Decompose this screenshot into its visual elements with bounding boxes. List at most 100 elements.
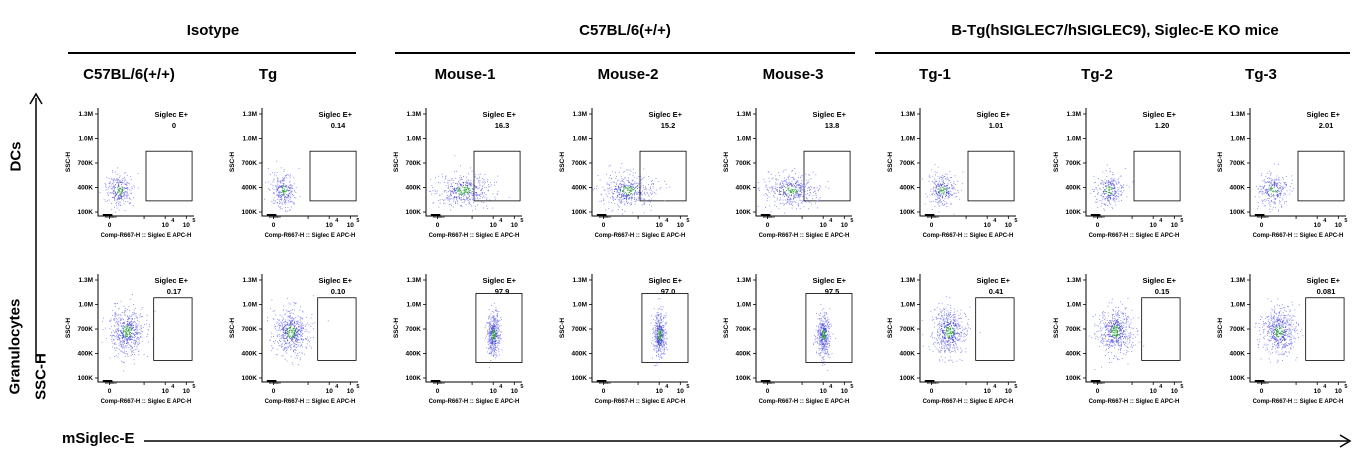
gate-rectangle [639,150,687,202]
x-tick-exponent: 5 [1344,218,1347,224]
y-tick-label: 1.0M [1067,302,1081,309]
event-dots [1088,298,1145,382]
event-dots [757,168,830,216]
gate-label: Siglec E+ [1142,276,1176,285]
column-title: C57BL/6(+/+) [83,66,175,83]
x-tick-label: 10 [677,222,685,229]
axis-frame [425,108,522,217]
group-underline-tg [875,52,1350,54]
axis-frame [755,108,852,217]
event-dots [921,296,981,382]
y-tick-label: 1.3M [573,111,587,118]
y-tick-label: 1.0M [243,136,257,143]
x-tick-exponent: 4 [829,218,833,224]
plot-x-axis-title: Comp-R667-H :: Siglec E APC-H [923,233,1014,239]
gate-rectangle [975,297,1015,361]
plot-x-axis-title: Comp-R667-H :: Siglec E APC-H [595,233,686,239]
y-tick-label: 700K [735,160,751,167]
y-tick-label: 400K [571,185,587,192]
x-tick-label: 10 [1314,388,1322,395]
y-tick-label: 700K [77,326,93,333]
event-dots [593,162,671,216]
gate-label: Siglec E+ [976,110,1010,119]
gate-label: Siglec E+ [1306,110,1340,119]
x-tick-exponent: 4 [1323,384,1327,390]
x-tick-label: 0 [602,222,606,229]
gate-rectangle [1297,150,1345,202]
y-tick-label: 1.0M [1067,136,1081,143]
y-tick-label: 700K [77,160,93,167]
event-dots [99,167,139,216]
gate-percentage: 97.5 [825,287,840,296]
plot-y-axis-title: SSC-H [1217,152,1224,173]
row-label-dcs: DCs [7,141,25,172]
y-tick-label: 700K [1065,326,1081,333]
y-tick-label: 1.3M [243,277,257,284]
gate-percentage: 13.8 [825,121,840,130]
group-title-c57: C57BL/6(+/+) [579,22,671,39]
axis-frame [261,274,358,383]
x-tick-exponent: 4 [1159,384,1163,390]
gate-rectangle [153,297,193,361]
gate-rectangle [309,150,357,202]
plot-y-axis-title: SSC-H [393,318,400,339]
gate-label: Siglec E+ [154,110,188,119]
y-tick-label: 1.3M [1231,277,1245,284]
y-tick-label: 1.0M [901,302,915,309]
x-tick-exponent: 4 [829,384,833,390]
y-tick-label: 1.0M [407,302,421,309]
gate-label: Siglec E+ [648,276,682,285]
y-tick-label: 100K [735,375,751,382]
y-tick-label: 700K [571,326,587,333]
y-tick-label: 1.3M [573,277,587,284]
axis-frame [1249,108,1346,217]
plot-y-axis-title: SSC-H [229,152,236,173]
gate-percentage: 0.10 [331,287,346,296]
x-tick-label: 10 [677,388,685,395]
y-tick-label: 100K [1065,209,1081,216]
x-tick-label: 10 [490,222,498,229]
plot-y-axis-title: SSC-H [1217,318,1224,339]
x-tick-exponent: 4 [1323,218,1327,224]
x-tick-label: 10 [183,222,191,229]
x-tick-label: 0 [930,388,934,395]
x-tick-label: 10 [326,388,334,395]
y-tick-label: 400K [571,351,587,358]
gate-rectangle [967,150,1015,202]
x-tick-label: 0 [108,222,112,229]
axis-frame [1085,274,1182,383]
y-tick-label: 1.3M [737,111,751,118]
gate-rectangle [1305,297,1345,361]
x-tick-exponent: 5 [1014,218,1017,224]
y-tick-label: 700K [405,160,421,167]
ssc-axis-arrow [29,92,43,362]
gate-percentage: 0.081 [1317,287,1336,296]
gate-label: Siglec E+ [648,110,682,119]
x-tick-exponent: 5 [1180,218,1183,224]
x-tick-label: 10 [656,388,664,395]
y-tick-label: 100K [1065,375,1081,382]
x-tick-exponent: 4 [171,384,175,390]
plot-x-axis-title: Comp-R667-H :: Siglec E APC-H [595,399,686,405]
y-tick-label: 700K [1229,326,1245,333]
y-tick-label: 1.3M [1067,111,1081,118]
y-tick-label: 400K [1229,351,1245,358]
row-label-granulocytes: Granulocytes [6,298,24,395]
x-tick-label: 10 [511,388,519,395]
x-tick-label: 10 [1335,388,1343,395]
x-tick-label: 0 [1096,388,1100,395]
x-tick-label: 10 [841,222,849,229]
plot-x-axis-title: Comp-R667-H :: Siglec E APC-H [429,399,520,405]
gate-percentage: 1.01 [989,121,1004,130]
x-tick-label: 10 [1171,222,1179,229]
gate-rectangle [803,150,851,202]
y-tick-label: 400K [405,351,421,358]
x-tick-exponent: 5 [1344,384,1347,390]
